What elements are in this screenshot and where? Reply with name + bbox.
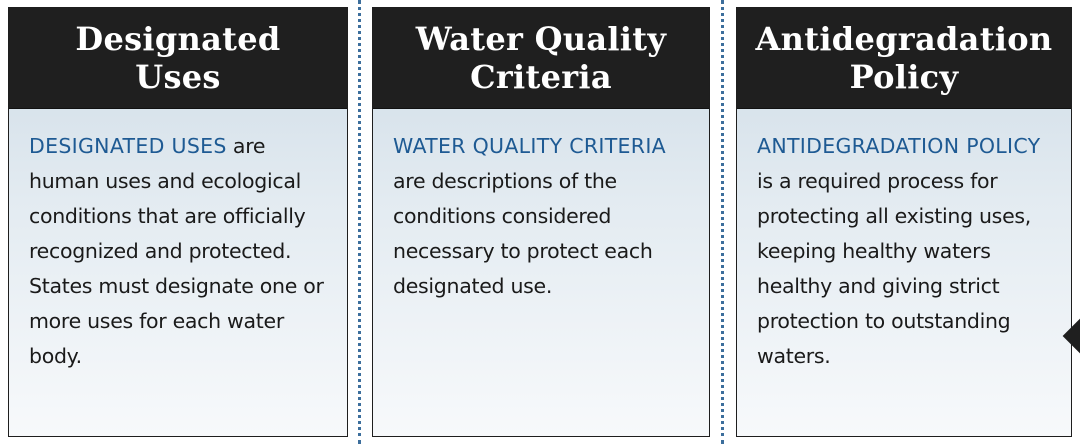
panel-title: Designated Uses	[75, 20, 281, 96]
panel-header: Water Quality Criteria	[373, 8, 709, 109]
panel-title: Water Quality Criteria	[415, 20, 667, 96]
panel-term: WATER QUALITY CRITERIA	[393, 134, 666, 158]
panel-antidegradation-policy: Antidegradation Policy ANTIDEGRADATION P…	[736, 7, 1072, 437]
panel-description: WATER QUALITY CRITERIA are descriptions …	[373, 109, 709, 304]
dotted-divider	[358, 0, 361, 444]
panel-header: Designated Uses	[9, 8, 347, 109]
dotted-divider	[721, 0, 724, 444]
panel-term: ANTIDEGRADATION POLICY	[757, 134, 1041, 158]
panel-header: Antidegradation Policy	[737, 8, 1071, 109]
panel-term: DESIGNATED USES	[29, 134, 227, 158]
panel-text: are descriptions of the conditions consi…	[393, 169, 653, 298]
panel-text: are human uses and ecological conditions…	[29, 134, 324, 368]
panel-description: DESIGNATED USES are human uses and ecolo…	[9, 109, 347, 374]
panel-designated-uses: Designated Uses DESIGNATED USES are huma…	[8, 7, 348, 437]
panel-description: ANTIDEGRADATION POLICY is a required pro…	[737, 109, 1071, 374]
panel-water-quality-criteria: Water Quality Criteria WATER QUALITY CRI…	[372, 7, 710, 437]
panel-title: Antidegradation Policy	[755, 20, 1053, 96]
panel-text: is a required process for protecting all…	[757, 169, 1031, 368]
